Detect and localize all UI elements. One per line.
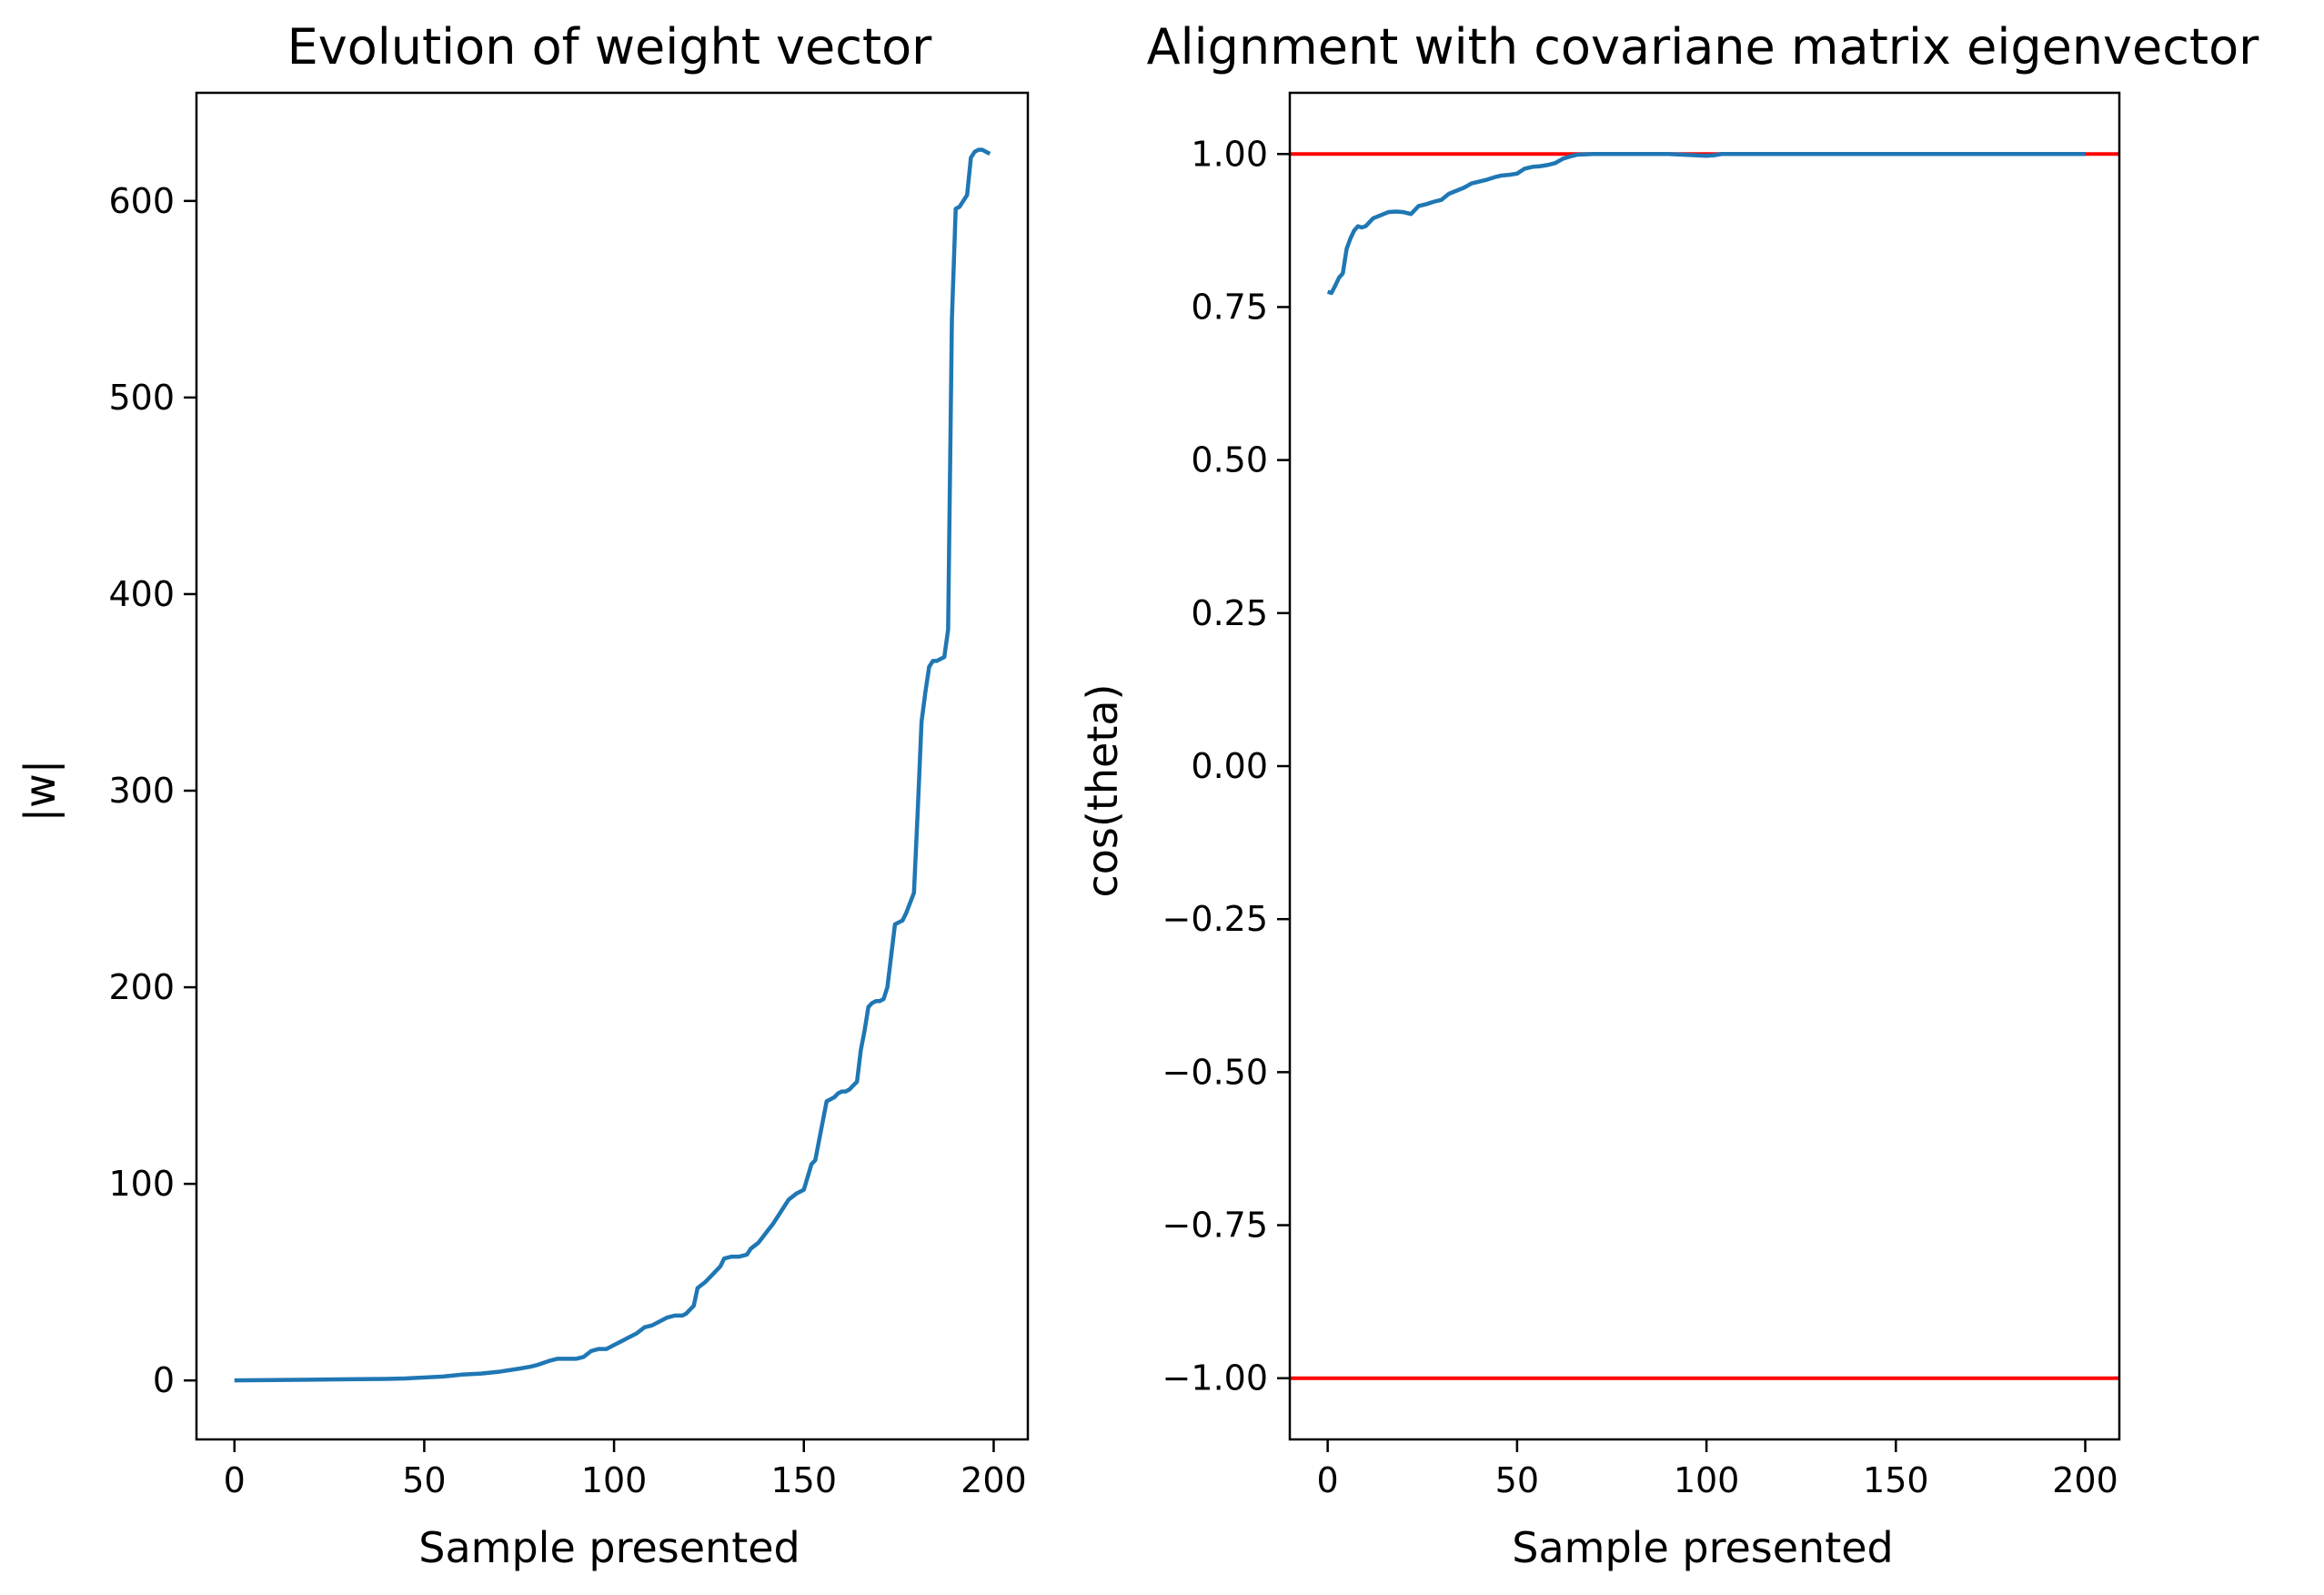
weight-norm-xlabel: Sample presented: [418, 1523, 800, 1572]
weight-norm-ytick-label: 0: [153, 1360, 175, 1400]
alignment-ytick-label: −0.25: [1162, 899, 1268, 939]
weight-norm-ytick-label: 100: [108, 1164, 175, 1204]
alignment-ytick-label: 0.00: [1191, 746, 1268, 786]
weight-norm-ytick-label: 500: [108, 378, 175, 418]
alignment-ytick-label: −0.50: [1162, 1052, 1268, 1092]
alignment-title: Alignment with covariane matrix eigenvec…: [1147, 18, 2259, 76]
alignment-ytick-label: −1.00: [1162, 1358, 1268, 1398]
alignment-ytick-label: 1.00: [1191, 134, 1268, 174]
weight-norm-ytick-label: 200: [108, 967, 175, 1007]
alignment-xlabel: Sample presented: [1512, 1523, 1893, 1572]
weight-norm-plot-area: 0 50 100 150 200 0 100 200 300 400 500 600: [108, 91, 1030, 1500]
alignment-series-line-0: [1326, 152, 2086, 296]
weight-norm-series-line-0: [234, 147, 991, 1383]
alignment-xtick-label: 100: [1674, 1460, 1740, 1500]
weight-norm-ytick-label: 400: [108, 574, 175, 614]
alignment-plot-area: 0 50 100 150 200 1.00 0.75 0.50 0.25 0.00 −0.25 −0.…: [1162, 91, 2121, 1500]
alignment-xtick-label: 150: [1863, 1460, 1929, 1500]
alignment-ylabel: cos(theta): [1078, 683, 1127, 897]
weight-norm-ytick-label: 300: [108, 771, 175, 811]
weight-norm-xtick-label: 200: [961, 1460, 1027, 1500]
alignment-panel: Alignment with covariane matrix eigenvec…: [1078, 18, 2259, 1572]
alignment-ytick-label: −0.75: [1162, 1206, 1268, 1246]
alignment-xtick-label: 200: [2052, 1460, 2118, 1500]
weight-norm-ylabel: |w|: [15, 760, 65, 823]
alignment-ytick-label: 0.75: [1191, 287, 1268, 327]
weight-norm-title: Evolution of weight vector: [287, 18, 932, 76]
alignment-ytick-label: 0.25: [1191, 593, 1268, 633]
alignment-ytick-label: 0.50: [1191, 440, 1268, 480]
weight-norm-panel: Evolution of weight vector Sample presen…: [15, 18, 1030, 1572]
alignment-xtick-label: 0: [1317, 1460, 1339, 1500]
alignment-xtick-label: 50: [1495, 1460, 1539, 1500]
weight-norm-xtick-label: 100: [581, 1460, 648, 1500]
weight-norm-ytick-label: 600: [108, 181, 175, 221]
weight-norm-xtick-label: 0: [224, 1460, 246, 1500]
weight-norm-axes-frame: [195, 91, 1030, 1441]
weight-norm-xtick-label: 50: [402, 1460, 446, 1500]
weight-norm-xtick-label: 150: [770, 1460, 837, 1500]
